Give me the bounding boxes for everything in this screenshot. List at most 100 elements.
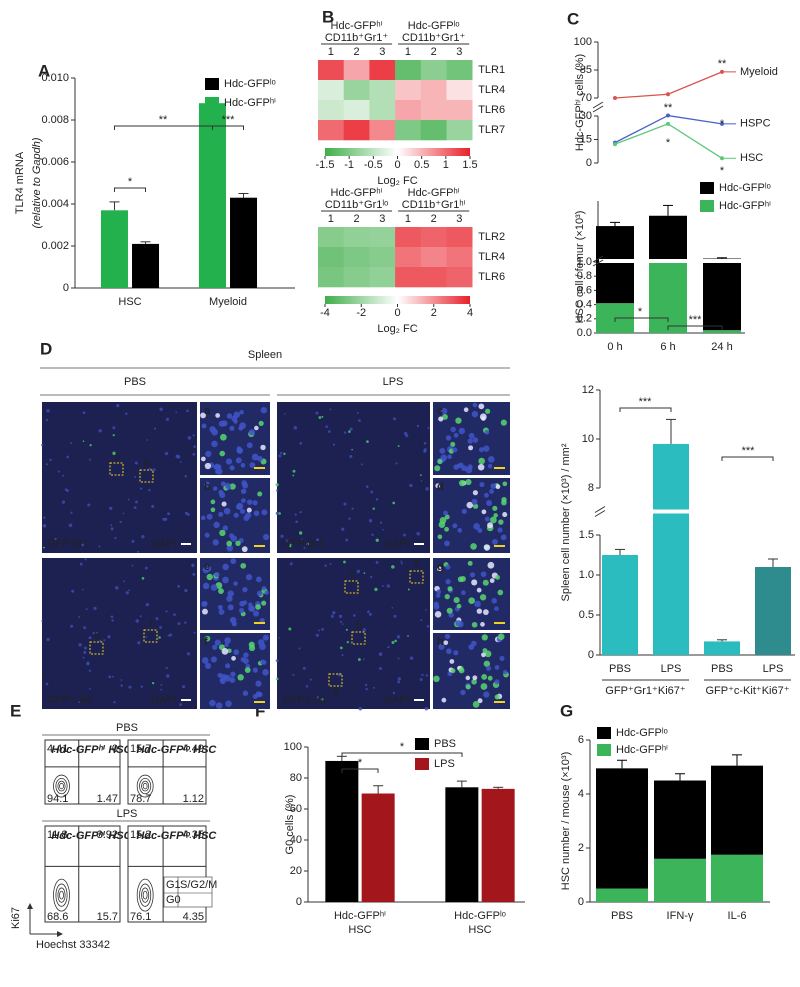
cell-signal bbox=[368, 612, 372, 616]
cell bbox=[468, 432, 475, 439]
legend-label: Hdc-GFPˡᵒ bbox=[719, 182, 771, 194]
column-label: 2 bbox=[353, 46, 359, 58]
cell bbox=[224, 637, 231, 644]
bar-segment bbox=[649, 215, 687, 260]
cell-signal bbox=[320, 698, 324, 701]
cell bbox=[484, 516, 490, 522]
heatmap-cell bbox=[446, 80, 473, 101]
cell bbox=[239, 508, 246, 514]
column-label: 3 bbox=[379, 213, 385, 225]
bar-segment bbox=[654, 858, 706, 902]
gate-label: S/G2/M bbox=[180, 879, 217, 891]
cell bbox=[461, 508, 467, 515]
cell bbox=[467, 464, 473, 470]
cell-signal bbox=[280, 534, 284, 538]
heatmap-cell bbox=[395, 120, 422, 141]
bar-segment bbox=[703, 258, 741, 331]
contour bbox=[139, 777, 152, 795]
cell-signal bbox=[275, 511, 279, 515]
cell-signal bbox=[345, 628, 348, 631]
cell-signal bbox=[61, 500, 66, 504]
cell-signal bbox=[349, 427, 353, 431]
cell-signal bbox=[386, 584, 390, 588]
cell bbox=[471, 498, 478, 505]
cell-signal bbox=[81, 543, 85, 547]
significance-bracket bbox=[114, 125, 213, 130]
x-tick-label: Myeloid bbox=[209, 296, 247, 308]
cell-signal bbox=[420, 480, 423, 482]
cell-signal bbox=[371, 533, 374, 537]
cell-signal bbox=[393, 417, 396, 421]
cell-signal bbox=[425, 608, 427, 611]
axis-break-mark bbox=[594, 510, 606, 517]
heatmap-cell bbox=[369, 120, 396, 141]
cell-signal bbox=[424, 706, 429, 711]
cell bbox=[249, 462, 256, 468]
cell bbox=[249, 605, 256, 612]
heatmap-cell bbox=[446, 100, 473, 121]
roi-label: b bbox=[144, 457, 150, 469]
cell-signal bbox=[302, 666, 306, 670]
cell-signal bbox=[351, 448, 353, 451]
contour bbox=[59, 890, 64, 900]
cell-signal bbox=[135, 500, 138, 504]
cell bbox=[457, 528, 463, 533]
cell bbox=[443, 510, 448, 516]
column-label: 1 bbox=[405, 213, 411, 225]
y-axis-label: Hdc-GFPʰⁱ cells (%) bbox=[574, 54, 586, 151]
cell bbox=[473, 523, 480, 530]
y-tick-label: 70 bbox=[580, 92, 592, 104]
legend-label: Hdc-GFPʰⁱ bbox=[719, 200, 771, 212]
cell bbox=[453, 432, 459, 438]
group-label: GFP⁺c-Kit⁺Ki67⁺ bbox=[705, 685, 789, 697]
cell bbox=[450, 668, 456, 674]
significance-bracket bbox=[667, 325, 723, 330]
cell-signal bbox=[128, 685, 132, 689]
cell bbox=[494, 606, 499, 612]
colorbar-tick-label: 0 bbox=[394, 159, 400, 171]
heatmap-cell bbox=[343, 60, 370, 81]
cell-signal bbox=[135, 619, 139, 623]
cell-signal bbox=[167, 512, 170, 516]
y-tick-label: 0.0 bbox=[577, 327, 592, 339]
cell-signal bbox=[360, 463, 363, 466]
cell bbox=[450, 441, 456, 447]
cell bbox=[206, 573, 213, 581]
significance-label: * bbox=[720, 165, 725, 177]
cell-signal bbox=[284, 413, 286, 415]
line-point bbox=[613, 142, 617, 147]
heatmap-cell bbox=[446, 60, 473, 81]
cell-signal bbox=[283, 452, 286, 456]
cell bbox=[456, 603, 462, 609]
cell bbox=[246, 507, 252, 513]
cell-signal bbox=[145, 602, 149, 607]
x-tick-label: 6 h bbox=[660, 341, 675, 353]
cell bbox=[478, 403, 485, 410]
cell bbox=[497, 633, 505, 640]
cell bbox=[444, 593, 450, 600]
cell bbox=[222, 563, 229, 571]
cell bbox=[243, 515, 250, 521]
cell bbox=[441, 697, 447, 703]
cell bbox=[482, 648, 488, 653]
cell-signal bbox=[78, 616, 81, 618]
cell bbox=[226, 540, 233, 547]
roi-label: a bbox=[114, 451, 121, 463]
cell bbox=[227, 590, 234, 597]
bar bbox=[602, 555, 638, 655]
cell bbox=[472, 700, 480, 708]
cell bbox=[223, 507, 231, 515]
cell-signal bbox=[316, 538, 320, 542]
cell bbox=[444, 633, 451, 640]
cell-signal bbox=[110, 524, 113, 527]
row-label: TLR4 bbox=[478, 84, 505, 96]
cell bbox=[449, 659, 455, 664]
cell-signal bbox=[99, 639, 102, 642]
channel-label: Gr1 bbox=[306, 538, 324, 550]
bar bbox=[198, 103, 226, 288]
quadrant-value: 15.7 bbox=[130, 743, 151, 755]
cell-signal bbox=[66, 489, 69, 492]
cell bbox=[238, 425, 244, 431]
heatmap-cell bbox=[446, 227, 473, 248]
colorbar-tick-label: 0 bbox=[394, 307, 400, 319]
